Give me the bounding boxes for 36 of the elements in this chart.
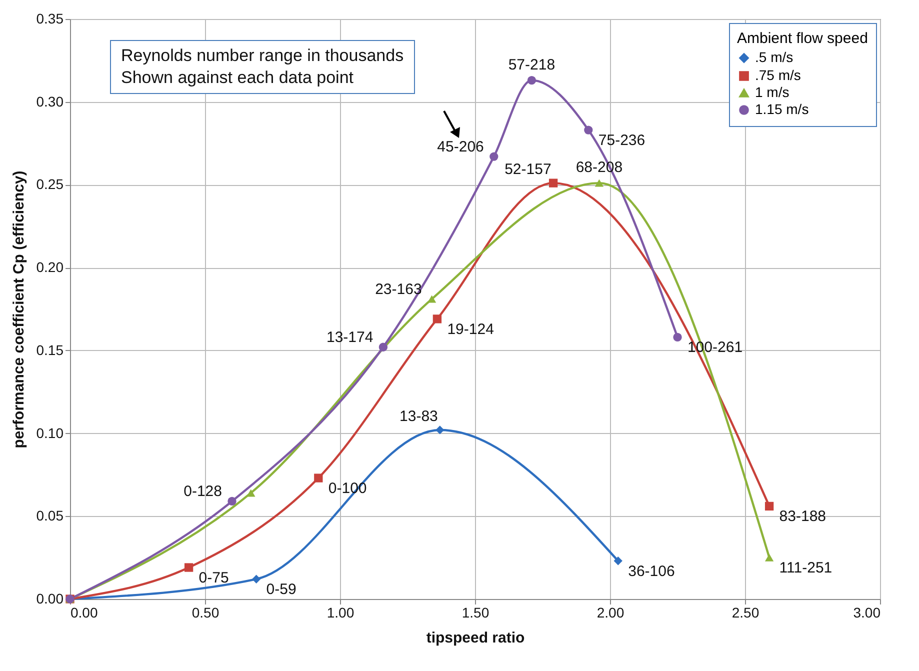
annotation: 0-128 [184,483,222,500]
y-tick-label: 0.00 [36,590,64,606]
annotation: 45-206 [437,138,484,156]
y-tick-label: 0.05 [36,508,64,524]
x-axis-title: tipspeed ratio [426,630,525,646]
x-tick-label: 3.00 [853,604,881,620]
y-axis-title: performance coefficient Cp (efficiency) [10,170,28,448]
y-tick-label: 0.35 [36,10,64,26]
legend-label: 1.15 m/s [755,101,809,117]
annotation: 83-188 [779,508,826,526]
legend-title: Ambient flow speed [737,30,868,47]
legend-label: 1 m/s [755,84,790,100]
y-tick-label: 0.10 [36,424,64,441]
x-tick-label: 2.00 [596,604,624,620]
y-tick-label: 0.25 [36,176,64,192]
x-tick-label: 0.00 [70,604,98,620]
annotation: 57-218 [508,56,556,74]
legend-label: .5 m/s [755,49,794,65]
annotation: 0-59 [266,581,296,598]
y-tick-label: 0.20 [36,259,64,276]
annotation: 19-124 [447,320,494,338]
x-tick-label: 2.50 [732,604,760,620]
y-tick-label: 0.30 [36,93,64,110]
annotation: 36-106 [628,562,675,580]
y-tick-label: 0.15 [36,342,64,358]
annotation: 13-174 [326,329,374,346]
x-tick-label: 1.00 [326,604,354,620]
annotation: 75-236 [598,132,646,150]
annotation: 111-251 [779,560,832,577]
legend-label: .75 m/s [755,67,801,83]
annotation: 13-83 [400,408,438,425]
annotation: 52-157 [504,161,552,178]
x-tick-label: 0.50 [192,604,220,620]
x-tick-label: 1.50 [462,604,490,620]
annotation: 0-75 [198,570,229,587]
annotation: Reynolds number range in thousands Shown against each data point [110,40,415,94]
